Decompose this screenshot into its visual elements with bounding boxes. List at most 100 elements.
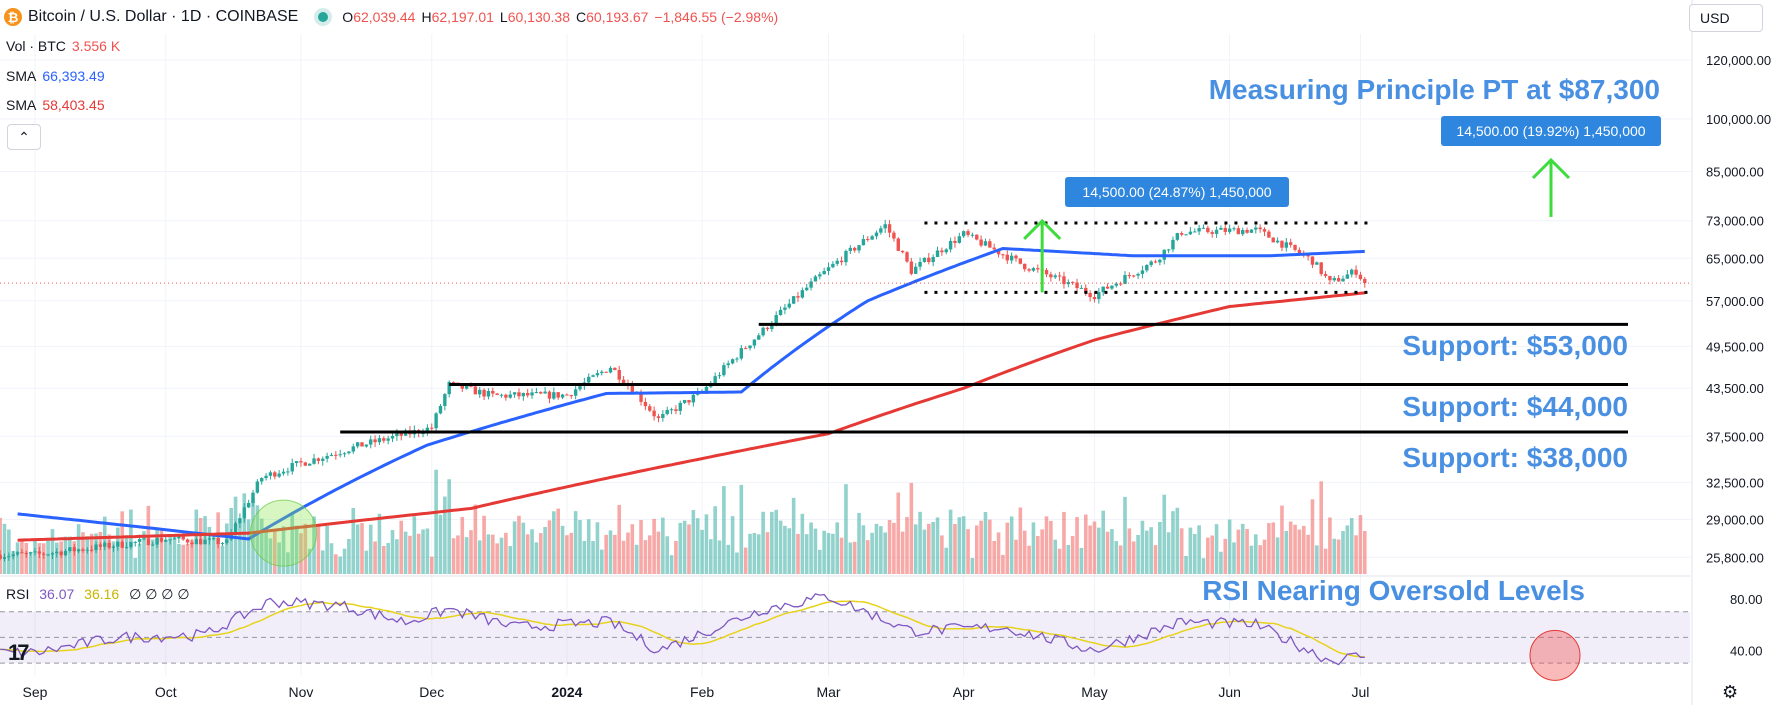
volume-bar — [290, 512, 295, 574]
volume-bar — [621, 540, 626, 574]
volume-bar — [1009, 516, 1014, 574]
candle-body — [260, 478, 264, 482]
volume-bar — [617, 504, 622, 574]
candle-body — [24, 553, 28, 555]
candle — [33, 548, 37, 556]
candle-body — [255, 481, 260, 493]
legend-volume[interactable]: Vol · BTC 3.556 K — [6, 38, 120, 54]
volume-bar — [983, 511, 988, 574]
candle-body — [1354, 269, 1358, 275]
candle-body — [1132, 275, 1136, 277]
volume-bar — [342, 548, 347, 574]
candle-body — [1323, 274, 1328, 276]
candle-body — [643, 401, 648, 407]
volume-bar — [37, 543, 42, 574]
candle-body — [1062, 276, 1066, 285]
ohlc-low: L60,130.38 — [499, 9, 570, 25]
volume-bar — [887, 519, 892, 574]
candle-body — [111, 546, 116, 548]
candle — [342, 452, 347, 458]
candle-body — [992, 247, 996, 250]
volume-bar — [874, 523, 879, 574]
rsi-tick-label: 80.00 — [1730, 592, 1763, 607]
candle — [948, 237, 953, 253]
candle-body — [1280, 240, 1284, 248]
volume-bar — [591, 541, 595, 574]
candle-body — [377, 438, 382, 443]
candle-body — [857, 245, 861, 251]
rsi-legend[interactable]: RSI 36.07 36.16 ∅ ∅ ∅ ∅ — [6, 586, 190, 603]
volume-bar — [1341, 531, 1345, 574]
candle-body — [133, 541, 137, 543]
candle-body — [534, 392, 539, 394]
volume-bar — [552, 511, 556, 574]
settings-gear-icon[interactable]: ⚙ — [1722, 682, 1739, 702]
symbol-title[interactable]: Bitcoin / U.S. Dollar · 1D · COINBASE — [28, 8, 299, 25]
candle-body — [264, 475, 268, 479]
volume-bar — [1332, 538, 1337, 574]
volume-bar — [15, 542, 20, 574]
volume-bar — [1153, 545, 1158, 574]
candle — [730, 358, 735, 365]
bitcoin-logo-icon: ₿ — [4, 8, 22, 26]
candle-body — [552, 392, 556, 399]
candle — [155, 535, 159, 548]
volume-bar — [477, 540, 482, 574]
candle-body — [50, 553, 55, 555]
tradingview-logo-icon: 17 — [8, 640, 30, 665]
volume-bar — [1306, 534, 1310, 574]
candle — [591, 374, 595, 378]
candle-body — [438, 405, 443, 414]
x-tick-label: Mar — [816, 684, 840, 700]
volume-bar — [155, 528, 159, 574]
legend-sma-fast[interactable]: SMA 66,393.49 — [6, 68, 105, 84]
candle — [1232, 226, 1236, 232]
volume-bar — [761, 511, 765, 574]
candle-body — [246, 502, 251, 508]
candle — [909, 257, 914, 276]
y-tick-label: 85,000.00 — [1706, 164, 1764, 179]
volume-bar — [1105, 531, 1110, 574]
candle-body — [1110, 285, 1114, 289]
volume-bar — [730, 516, 735, 574]
candle-body — [242, 507, 246, 519]
volume-bars — [0, 469, 1367, 574]
volume-bar — [1070, 535, 1075, 574]
volume-bar — [299, 533, 303, 574]
candle — [238, 513, 242, 529]
support-38-label: Support: $38,000 — [1402, 442, 1628, 473]
candle — [198, 534, 203, 545]
volume-bar — [1219, 551, 1223, 574]
candle-body — [687, 400, 691, 403]
candle-body — [373, 439, 377, 443]
legend-sma-slow[interactable]: SMA 58,403.45 — [6, 97, 105, 113]
candle — [573, 385, 578, 400]
candle-body — [137, 539, 142, 542]
candle — [1345, 269, 1350, 279]
volume-bar — [168, 534, 172, 574]
candle-body — [757, 335, 761, 340]
candle — [1350, 268, 1354, 278]
collapse-legend-button[interactable]: ⌃ — [7, 124, 41, 150]
volume-bar — [286, 552, 290, 574]
candle-body — [316, 458, 321, 461]
candle-body — [338, 454, 342, 456]
candle-body — [656, 416, 661, 419]
measure-box-2: 14,500.00 (19.92%) 1,450,000 — [1441, 116, 1661, 146]
candle-body — [1005, 254, 1009, 261]
candle-body — [922, 257, 927, 262]
currency-selector[interactable]: USD — [1689, 4, 1763, 32]
candle-body — [129, 542, 133, 548]
candle-body — [900, 250, 905, 253]
candle-body — [761, 327, 765, 336]
candle — [1293, 244, 1297, 252]
rsi-tick-label: 40.00 — [1730, 643, 1763, 658]
volume-bar — [377, 513, 382, 574]
volume-bar — [800, 513, 805, 574]
volume-bar — [957, 517, 962, 574]
candle-body — [212, 538, 216, 540]
rsi-label: RSI — [6, 586, 30, 602]
candle — [1001, 253, 1005, 259]
